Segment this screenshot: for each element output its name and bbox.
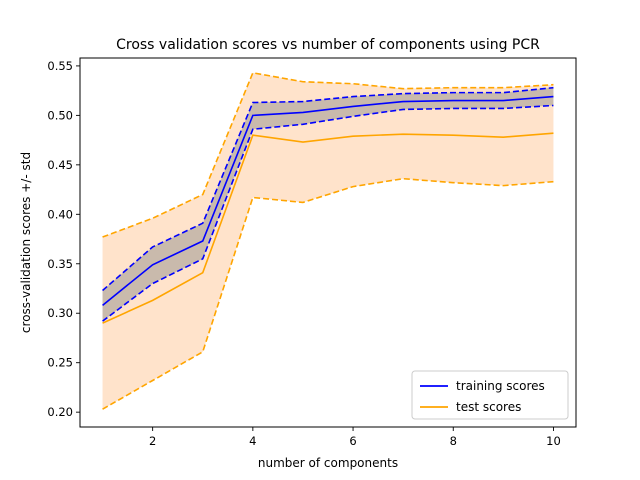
y-tick-label: 0.50 bbox=[47, 108, 73, 122]
x-tick-label: 8 bbox=[450, 434, 457, 448]
x-tick-label: 2 bbox=[149, 434, 156, 448]
y-axis-ticks: 0.20 0.25 0.30 0.35 0.40 0.45 0.50 0.55 bbox=[47, 59, 80, 419]
x-tick-label: 10 bbox=[546, 434, 561, 448]
axes-frame bbox=[79, 57, 577, 428]
test-scores-std-band bbox=[102, 72, 554, 410]
y-tick-label: 0.35 bbox=[47, 257, 73, 271]
x-axis-ticks: 2 4 6 8 10 bbox=[149, 427, 561, 448]
y-tick-label: 0.40 bbox=[47, 207, 73, 221]
y-tick-label: 0.55 bbox=[47, 59, 73, 73]
y-axis-label: cross-validation scores +/- std bbox=[19, 152, 33, 333]
legend-box bbox=[411, 370, 569, 420]
x-tick-label: 6 bbox=[349, 434, 356, 448]
x-tick-label: 4 bbox=[249, 434, 256, 448]
line-layer bbox=[102, 71, 554, 410]
y-tick-label: 0.45 bbox=[47, 158, 73, 172]
chart-title: Cross validation scores vs number of com… bbox=[116, 37, 540, 53]
training-scores-mean-line bbox=[102, 95, 554, 306]
test-scores-lower-line bbox=[102, 177, 554, 410]
legend-label-test-scores: test scores bbox=[456, 400, 521, 414]
x-axis-label: number of components bbox=[258, 456, 398, 470]
y-tick-label: 0.25 bbox=[47, 356, 73, 370]
y-tick-label: 0.20 bbox=[47, 405, 73, 419]
legend-label-training-scores: training scores bbox=[456, 379, 545, 393]
test-scores-mean-line bbox=[102, 132, 554, 324]
training-scores-lower-line bbox=[102, 104, 554, 322]
y-tick-label: 0.30 bbox=[47, 306, 73, 320]
training-scores-upper-line bbox=[102, 86, 554, 292]
legend: training scores test scores bbox=[411, 370, 569, 420]
band-layer bbox=[102, 72, 554, 410]
test-scores-upper-line bbox=[102, 71, 554, 238]
